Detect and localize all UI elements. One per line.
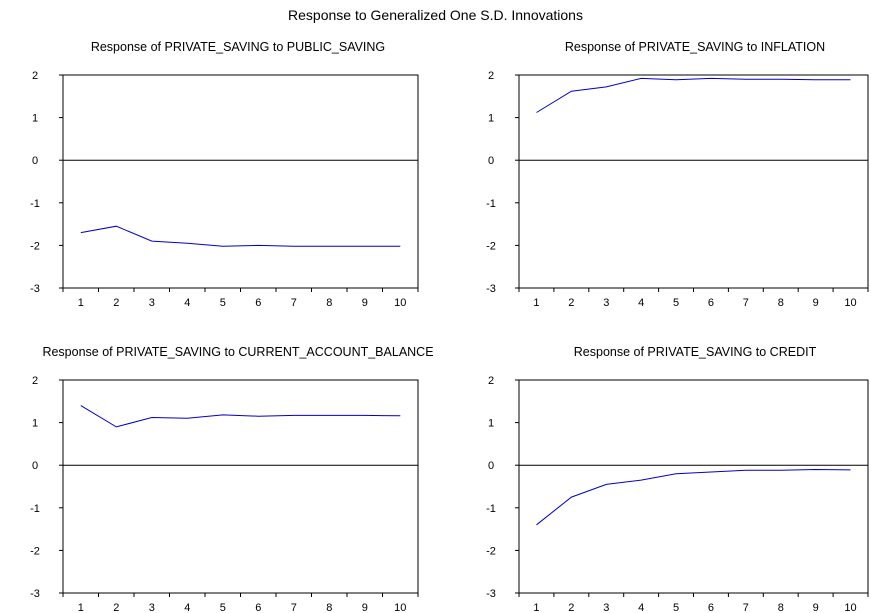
y-tick-label: -2 xyxy=(30,240,40,252)
x-tick-label: 4 xyxy=(638,602,644,613)
x-tick-label: 1 xyxy=(78,602,84,613)
chart-panel-4: Response of PRIVATE_SAVING to CREDIT210-… xyxy=(486,345,869,613)
x-tick-label: 10 xyxy=(394,602,406,613)
x-tick-label: 6 xyxy=(255,297,261,309)
y-tick-label: 2 xyxy=(32,375,38,387)
x-tick-label: 5 xyxy=(220,602,226,613)
x-tick-label: 4 xyxy=(184,602,190,613)
y-tick-label: 1 xyxy=(32,418,38,430)
x-tick-label: 4 xyxy=(184,297,190,309)
x-tick-label: 3 xyxy=(149,297,155,309)
x-tick-label: 7 xyxy=(291,297,297,309)
x-tick-label: 2 xyxy=(113,602,119,613)
x-tick-label: 7 xyxy=(743,297,749,309)
y-tick-label: -2 xyxy=(486,240,496,252)
series-line xyxy=(536,77,851,113)
y-tick-label: -1 xyxy=(30,503,40,515)
chart-panel-2: Response of PRIVATE_SAVING to INFLATION 2… xyxy=(486,40,869,309)
x-tick-label: 6 xyxy=(708,602,714,613)
y-tick-label: 2 xyxy=(32,70,38,82)
x-tick-label: 8 xyxy=(778,602,784,613)
x-tick-label: 1 xyxy=(78,297,84,309)
chart-panel-3: Response of PRIVATE_SAVING to CURRENT_AC… xyxy=(30,345,433,613)
panel-title: Response of PRIVATE_SAVING to PUBLIC_SAV… xyxy=(91,40,385,54)
plot-frame xyxy=(518,379,869,594)
x-tick-label: 1 xyxy=(533,602,539,613)
y-tick-label: -1 xyxy=(486,503,496,515)
y-tick-label: -3 xyxy=(486,283,496,295)
x-tick-label: 3 xyxy=(603,602,609,613)
plot-frame xyxy=(62,379,419,594)
chart-panel-1: Response of PRIVATE_SAVING to PUBLIC_SAV… xyxy=(30,40,419,309)
y-tick-label: 1 xyxy=(488,418,494,430)
y-tick-label: 2 xyxy=(488,375,494,387)
y-tick-label: 1 xyxy=(32,113,38,125)
x-tick-label: 2 xyxy=(568,297,574,309)
y-tick-label: -2 xyxy=(30,545,40,557)
y-tick-label: 0 xyxy=(32,460,38,472)
y-tick-label: 0 xyxy=(488,460,494,472)
x-tick-label: 10 xyxy=(394,297,406,309)
y-tick-label: -2 xyxy=(486,545,496,557)
y-tick-label: -1 xyxy=(486,198,496,210)
y-tick-label: 0 xyxy=(32,155,38,167)
y-tick-label: 1 xyxy=(488,113,494,125)
x-tick-label: 1 xyxy=(533,297,539,309)
x-tick-label: 8 xyxy=(778,297,784,309)
y-tick-label: -3 xyxy=(486,588,496,600)
panel-title: Response of PRIVATE_SAVING to CURRENT_AC… xyxy=(42,345,433,359)
y-tick-label: 0 xyxy=(488,155,494,167)
x-tick-label: 2 xyxy=(568,602,574,613)
x-tick-label: 4 xyxy=(638,297,644,309)
x-tick-label: 9 xyxy=(362,297,368,309)
x-tick-label: 6 xyxy=(255,602,261,613)
x-tick-label: 9 xyxy=(813,602,819,613)
series-line xyxy=(80,405,401,428)
y-tick-label: -1 xyxy=(30,198,40,210)
x-tick-label: 8 xyxy=(326,297,332,309)
x-tick-label: 6 xyxy=(708,297,714,309)
x-tick-label: 2 xyxy=(113,297,119,309)
x-tick-label: 10 xyxy=(844,297,856,309)
x-tick-label: 3 xyxy=(603,297,609,309)
x-tick-label: 7 xyxy=(743,602,749,613)
x-tick-label: 3 xyxy=(149,602,155,613)
y-tick-label: -3 xyxy=(30,283,40,295)
panel-title: Response of PRIVATE_SAVING to INFLATION xyxy=(565,40,825,54)
x-tick-label: 9 xyxy=(813,297,819,309)
series-line xyxy=(536,468,851,526)
y-tick-label: -3 xyxy=(30,588,40,600)
x-tick-label: 10 xyxy=(844,602,856,613)
x-tick-label: 5 xyxy=(673,602,679,613)
y-tick-label: 2 xyxy=(488,70,494,82)
x-tick-label: 9 xyxy=(362,602,368,613)
x-tick-label: 5 xyxy=(673,297,679,309)
plot-frame xyxy=(62,74,419,289)
x-tick-label: 8 xyxy=(326,602,332,613)
x-tick-label: 7 xyxy=(291,602,297,613)
plot-frame xyxy=(518,74,869,289)
series-line xyxy=(80,225,401,247)
x-tick-label: 5 xyxy=(220,297,226,309)
figure-title: Response to Generalized One S.D. Innovat… xyxy=(288,7,583,23)
panel-title: Response of PRIVATE_SAVING to CREDIT xyxy=(574,345,817,359)
